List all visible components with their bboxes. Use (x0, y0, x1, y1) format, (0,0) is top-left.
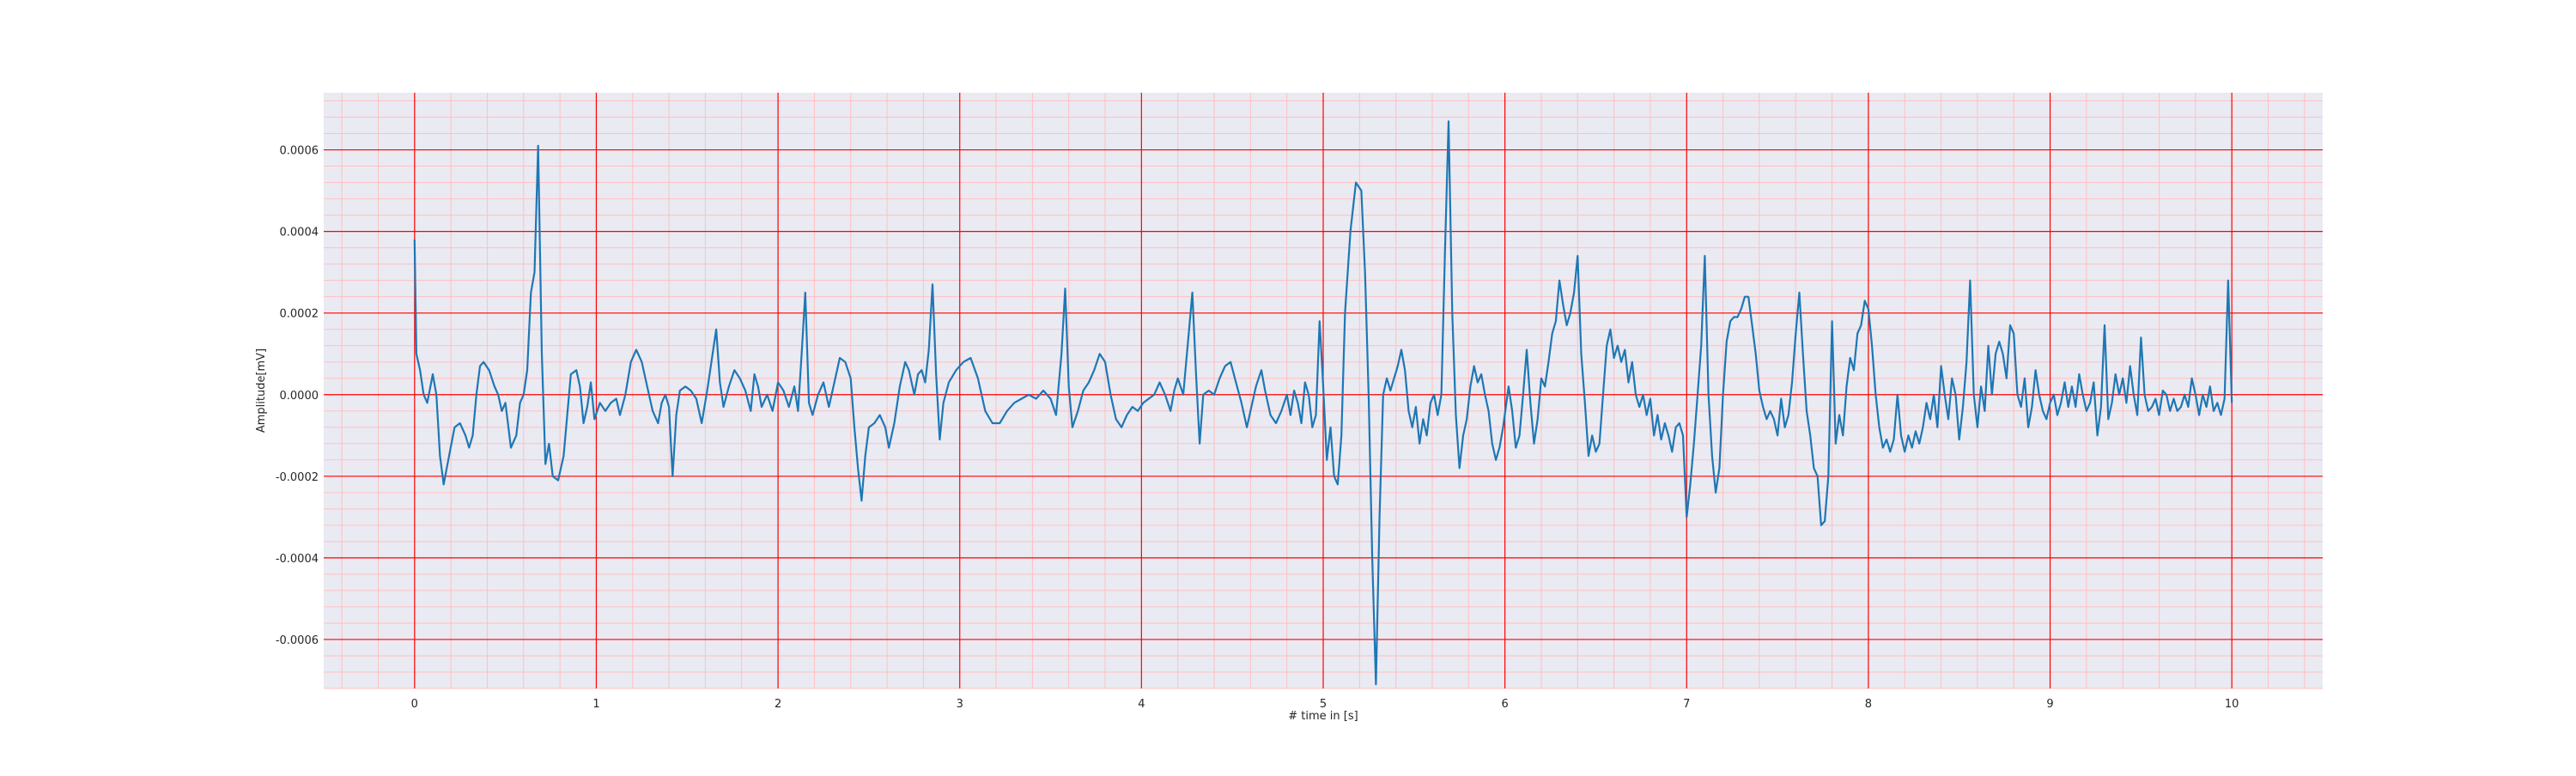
y-tick-label: 0.0000 (280, 390, 319, 403)
y-axis-label: Amplitude[mV] (255, 349, 268, 433)
y-tick-label: -0.0002 (276, 471, 319, 484)
series-line (413, 120, 2233, 686)
y-tick-label: -0.0004 (276, 553, 319, 566)
x-tick-label: 5 (1320, 698, 1327, 711)
x-tick-label: 3 (957, 698, 963, 711)
y-tick-label: -0.0006 (276, 634, 319, 647)
x-tick-label: 7 (1683, 698, 1690, 711)
x-axis-ticks: 0 1 2 3 4 5 6 7 8 9 10 (411, 698, 2239, 711)
y-tick-label: 0.0004 (280, 227, 319, 239)
x-tick-label: 6 (1501, 698, 1508, 711)
x-tick-label: 2 (775, 698, 781, 711)
x-tick-label: 8 (1865, 698, 1872, 711)
x-tick-label: 9 (2046, 698, 2053, 711)
y-tick-label: 0.0002 (280, 308, 319, 321)
x-tick-label: 4 (1138, 698, 1145, 711)
y-axis-ticks: -0.0006 -0.0004 -0.0002 0.0000 0.0002 0.0004 0… (276, 145, 319, 647)
x-axis-label: # time in [s] (1288, 710, 1358, 723)
y-tick-label: 0.0006 (280, 145, 319, 158)
x-tick-label: 1 (592, 698, 599, 711)
x-tick-label: 10 (2225, 698, 2239, 711)
x-tick-label: 0 (411, 698, 418, 711)
